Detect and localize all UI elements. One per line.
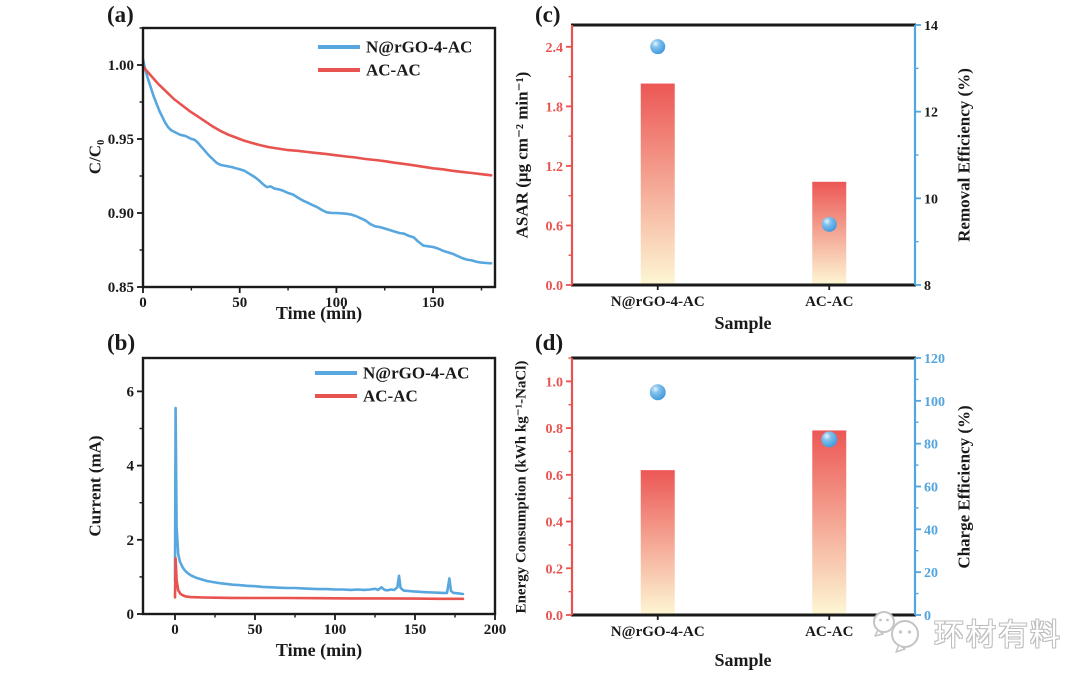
panel-b-legend-entry-1: N@rGO-4-AC: [363, 363, 470, 383]
tick-label: 0.4: [546, 516, 564, 531]
panel-d-letter: (d): [535, 330, 564, 355]
series-line-AC-AC: [173, 556, 465, 601]
tick-label: 200: [484, 622, 507, 638]
category-label: N@rGO-4-AC: [611, 294, 705, 310]
panel-b-legend-entry-2: AC-AC: [363, 386, 418, 406]
panel-a-yaxis-label: C/C₀: [85, 139, 105, 175]
panel-a-legend-entry-1: N@rGO-4-AC: [366, 37, 473, 57]
tick-label: 2: [127, 533, 135, 549]
plot-frame: [141, 26, 497, 289]
tick-label: 0.2: [546, 562, 564, 577]
category-label: AC-AC: [805, 624, 853, 640]
sphere-AC-AC: [821, 431, 838, 448]
tick-label: 50: [248, 622, 263, 638]
watermark-text: 环材有料: [934, 618, 1062, 653]
tick-label: 0.6: [546, 219, 564, 234]
bar-N@rGO-4-AC: [640, 83, 675, 285]
tick-label: 6: [127, 384, 135, 400]
panel-a-letter: (a): [107, 2, 134, 27]
bar-AC-AC: [812, 181, 847, 285]
sphere-AC-AC: [821, 216, 837, 232]
tick-label: 12: [924, 106, 938, 121]
tick-label: 120: [924, 352, 945, 367]
panel-d-left-yaxis-label: Energy Consumption (kWh kg⁻¹-NaCl): [513, 360, 530, 614]
tick-label: 1.8: [546, 100, 564, 115]
tick-label: 1.0: [546, 375, 564, 390]
panel-d-xaxis-label: Sample: [714, 650, 772, 670]
tick-label: 0: [924, 609, 931, 624]
tick-label: 4: [127, 459, 135, 475]
tick-label: 50: [232, 295, 247, 311]
tick-label: 150: [404, 622, 427, 638]
watermark: 环材有料: [868, 608, 1062, 656]
tick-label: 80: [924, 438, 938, 453]
tick-label: 0.90: [108, 206, 134, 222]
panel-c-right-yaxis-label: Removal Efficiency (%): [954, 68, 974, 242]
tick-label: 100: [924, 395, 945, 410]
panel-d-right-yaxis-label: Charge Efficiency (%): [954, 405, 974, 569]
wechat-chat-bubbles-icon: [873, 611, 919, 653]
tick-label: 8: [924, 279, 931, 294]
series-line-N@rGO-4-AC: [173, 406, 465, 596]
tick-label: 100: [324, 622, 347, 638]
plot-frame: [141, 356, 497, 616]
tick-label: 0.6: [546, 469, 564, 484]
panel-c-xaxis-label: Sample: [714, 313, 772, 333]
tick-label: 100: [325, 295, 348, 311]
tick-label: 0.95: [108, 132, 134, 148]
panel-b-letter: (b): [107, 330, 136, 355]
bar-N@rGO-4-AC: [640, 470, 675, 615]
panel-a-xaxis-label: Time (min): [275, 303, 363, 323]
tick-label: 20: [924, 566, 938, 581]
panel-b-yaxis-label: Current (mA): [85, 435, 105, 537]
tick-label: 2.4: [546, 41, 564, 56]
tick-label: 0.85: [108, 280, 134, 296]
tick-label: 0: [127, 607, 135, 623]
category-label: N@rGO-4-AC: [611, 624, 705, 640]
sphere-N@rGO-4-AC: [650, 39, 666, 55]
tick-label: 150: [422, 295, 445, 311]
tick-label: 0: [171, 622, 179, 638]
tick-label: 40: [924, 523, 938, 538]
tick-label: 10: [924, 192, 938, 207]
panel-c-left-yaxis-label: ASAR (μg cm⁻² min⁻¹): [512, 71, 532, 239]
category-label: AC-AC: [805, 294, 853, 310]
tick-label: 0: [139, 295, 147, 311]
panel-a-legend-entry-2: AC-AC: [366, 60, 421, 80]
bar-AC-AC: [812, 430, 847, 615]
tick-label: 1.2: [546, 160, 564, 175]
tick-label: 0.0: [546, 279, 564, 294]
sphere-N@rGO-4-AC: [649, 384, 666, 401]
tick-label: 1.00: [108, 58, 134, 74]
tick-label: 14: [924, 19, 938, 34]
series-line-N@rGO-4-AC: [141, 57, 493, 265]
panel-c-letter: (c): [535, 2, 561, 27]
panel-b-xaxis-label: Time (min): [275, 640, 363, 660]
tick-label: 0.0: [546, 609, 564, 624]
tick-label: 0.8: [546, 422, 564, 437]
tick-label: 60: [924, 481, 938, 496]
series-line-AC-AC: [141, 65, 493, 177]
